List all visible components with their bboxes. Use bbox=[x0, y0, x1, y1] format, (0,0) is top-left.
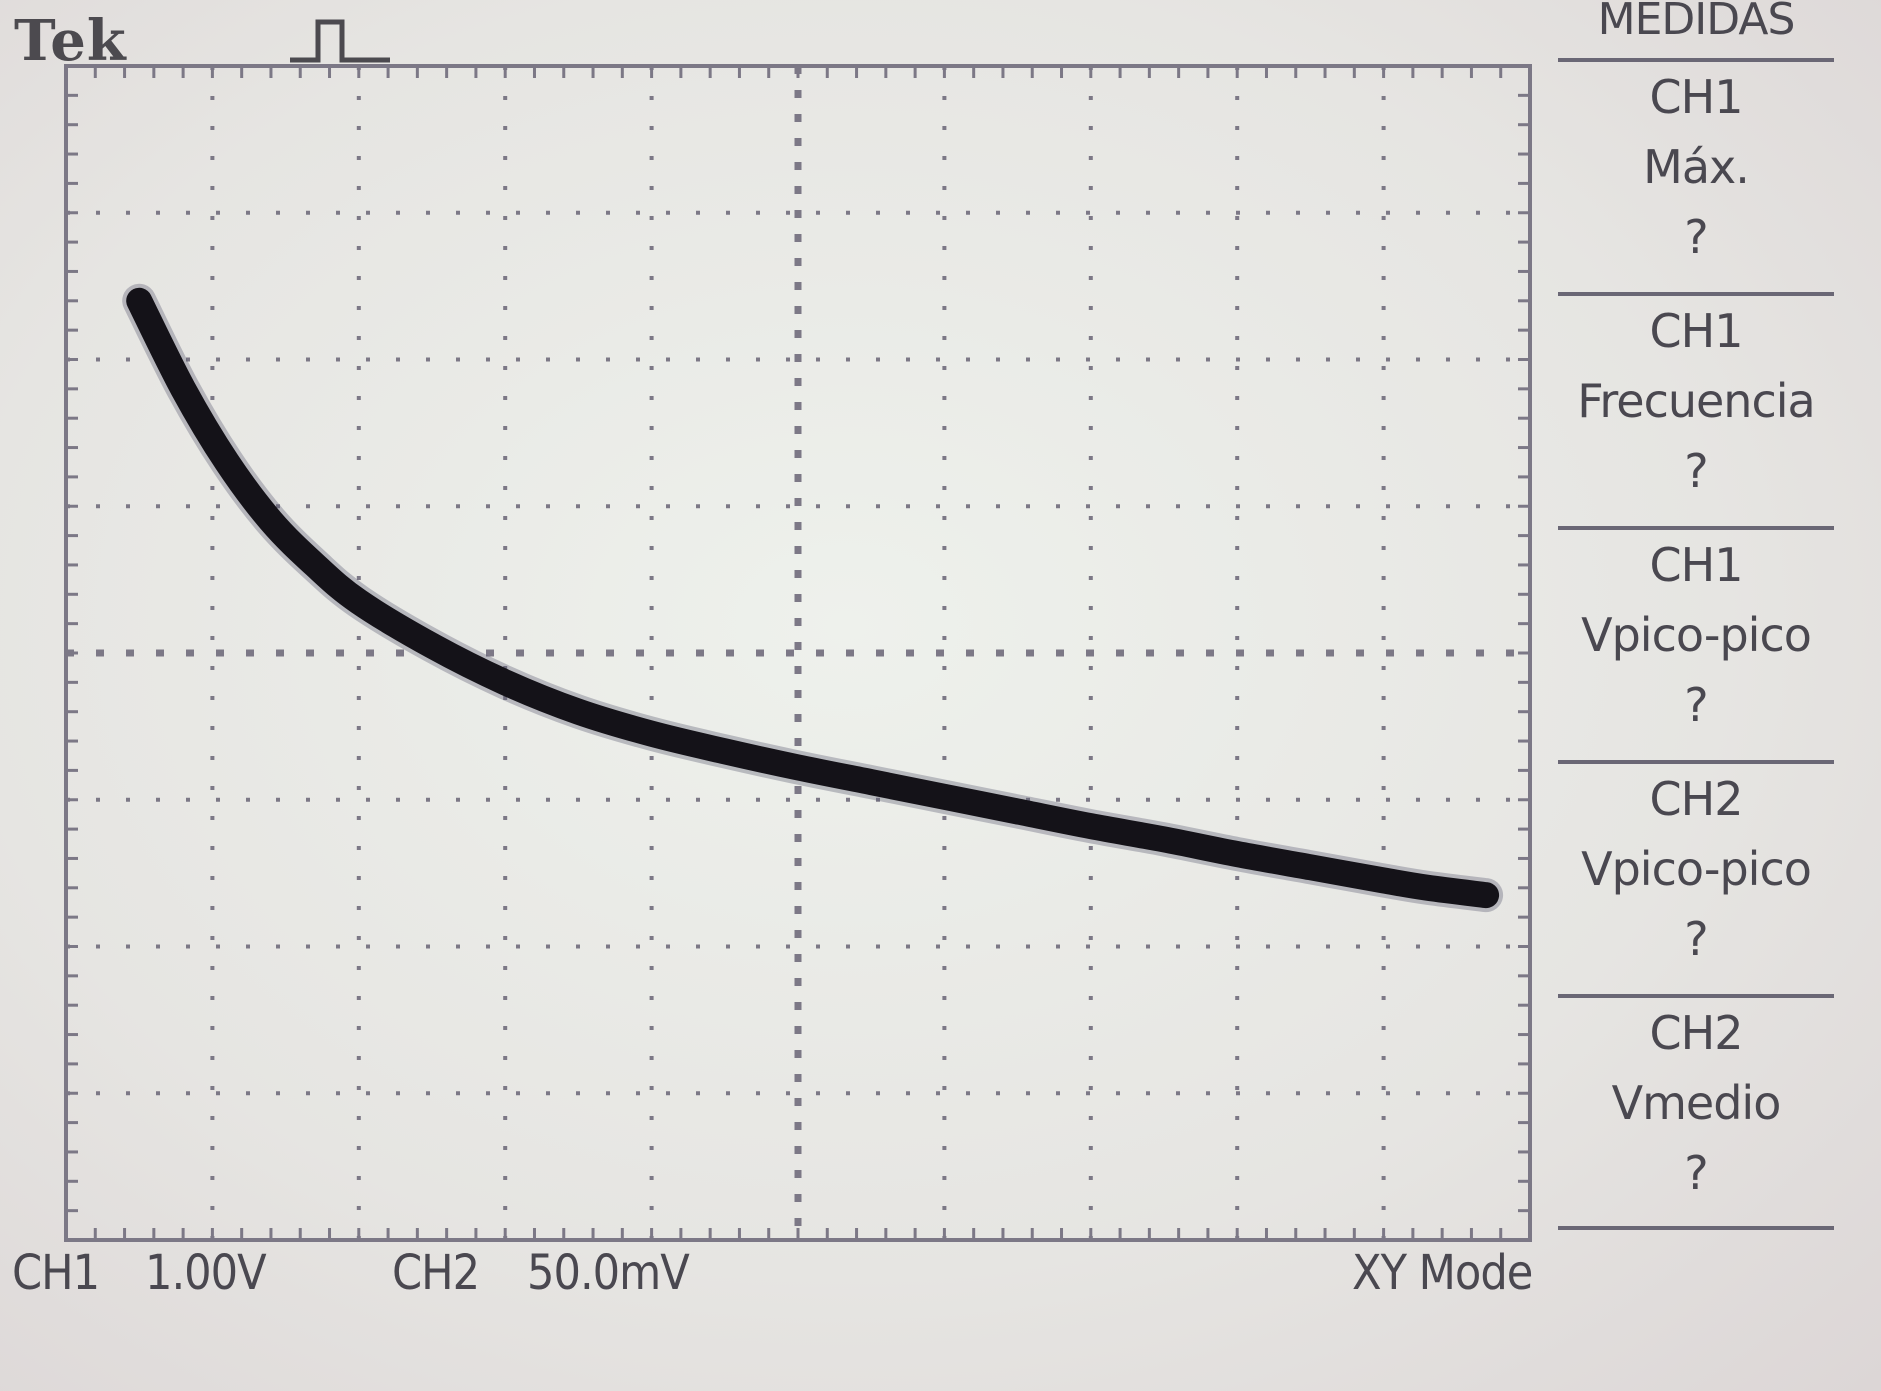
measure-source: CH2 bbox=[1649, 772, 1744, 826]
ch1-label: CH1 bbox=[12, 1245, 100, 1301]
measure-type: Vpico-pico bbox=[1581, 608, 1812, 662]
brand-logo: Tek bbox=[14, 8, 127, 74]
display-mode-label: XY Mode bbox=[1352, 1245, 1533, 1301]
measure-type: Frecuencia bbox=[1577, 374, 1815, 428]
xy-trace bbox=[122, 283, 1504, 913]
ch2-label: CH2 bbox=[392, 1245, 480, 1301]
measure-value: ? bbox=[1684, 444, 1708, 498]
measure-value: ? bbox=[1684, 210, 1708, 264]
measure-slot-4[interactable]: CH2 Vpico-pico ? bbox=[1558, 760, 1834, 996]
measure-type: Máx. bbox=[1643, 140, 1750, 194]
measure-slot-3[interactable]: CH1 Vpico-pico ? bbox=[1558, 526, 1834, 762]
measure-type: Vmedio bbox=[1611, 1076, 1782, 1130]
pulse-icon bbox=[290, 19, 390, 63]
measure-source: CH2 bbox=[1649, 1006, 1744, 1060]
measure-value: ? bbox=[1684, 1146, 1708, 1200]
ch1-scale: 1.00V bbox=[145, 1245, 267, 1301]
measure-slot-5[interactable]: CH2 Vmedio ? bbox=[1558, 994, 1834, 1230]
graticule bbox=[64, 64, 1532, 1242]
menu-divider bbox=[1558, 1226, 1834, 1230]
measure-slot-1[interactable]: CH1 Máx. ? bbox=[1558, 58, 1834, 294]
measure-source: CH1 bbox=[1649, 304, 1744, 358]
measure-value: ? bbox=[1684, 678, 1708, 732]
measure-source: CH1 bbox=[1649, 538, 1744, 592]
measure-type: Vpico-pico bbox=[1581, 842, 1812, 896]
measurements-menu: MEDIDAS CH1 Máx. ? CH1 Frecuencia ? CH1 … bbox=[1558, 0, 1834, 1240]
measure-value: ? bbox=[1684, 912, 1708, 966]
measure-source: CH1 bbox=[1649, 70, 1744, 124]
menu-title: MEDIDAS bbox=[1597, 0, 1796, 45]
graticule-border bbox=[64, 64, 1532, 1242]
trace-line bbox=[126, 287, 1500, 909]
measure-slot-2[interactable]: CH1 Frecuencia ? bbox=[1558, 292, 1834, 528]
ch2-scale: 50.0mV bbox=[527, 1245, 690, 1301]
